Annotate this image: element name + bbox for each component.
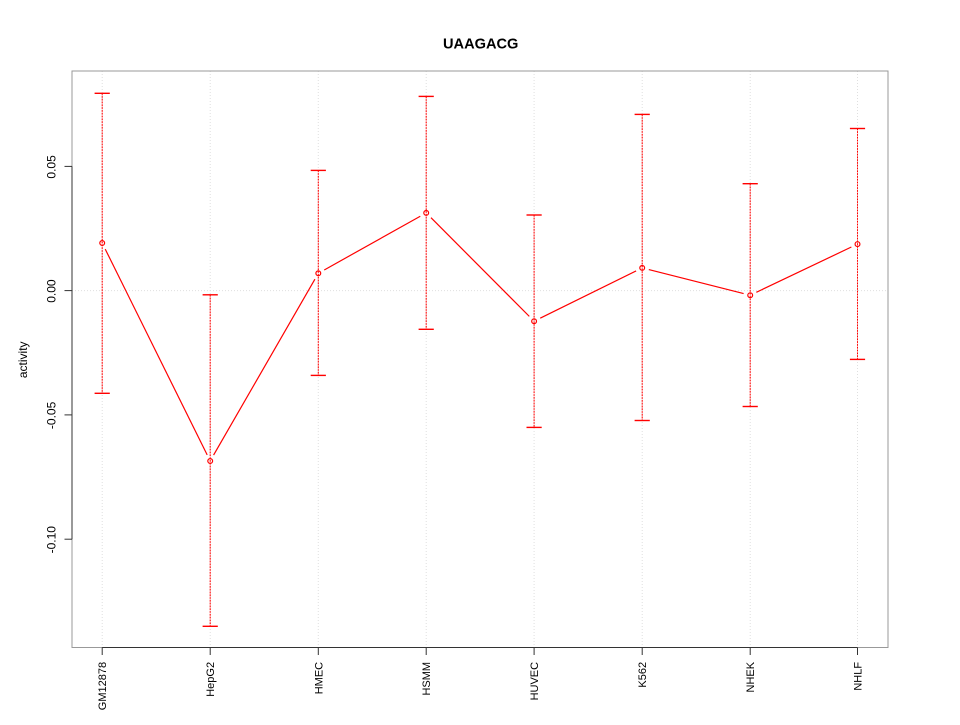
svg-text:activity: activity: [16, 341, 30, 378]
svg-text:K562: K562: [637, 662, 649, 688]
svg-text:UAAGACG: UAAGACG: [443, 36, 518, 52]
svg-text:0.00: 0.00: [45, 279, 59, 303]
svg-text:NHLF: NHLF: [853, 662, 865, 691]
svg-text:-0.10: -0.10: [45, 526, 59, 554]
svg-text:-0.05: -0.05: [45, 401, 59, 429]
svg-text:NHEK: NHEK: [745, 661, 757, 692]
svg-text:HSMM: HSMM: [421, 662, 433, 696]
svg-text:0.05: 0.05: [45, 155, 59, 179]
svg-text:HUVEC: HUVEC: [529, 662, 541, 701]
svg-text:HMEC: HMEC: [313, 662, 325, 694]
svg-text:HepG2: HepG2: [205, 662, 217, 697]
svg-text:GM12878: GM12878: [97, 662, 109, 710]
